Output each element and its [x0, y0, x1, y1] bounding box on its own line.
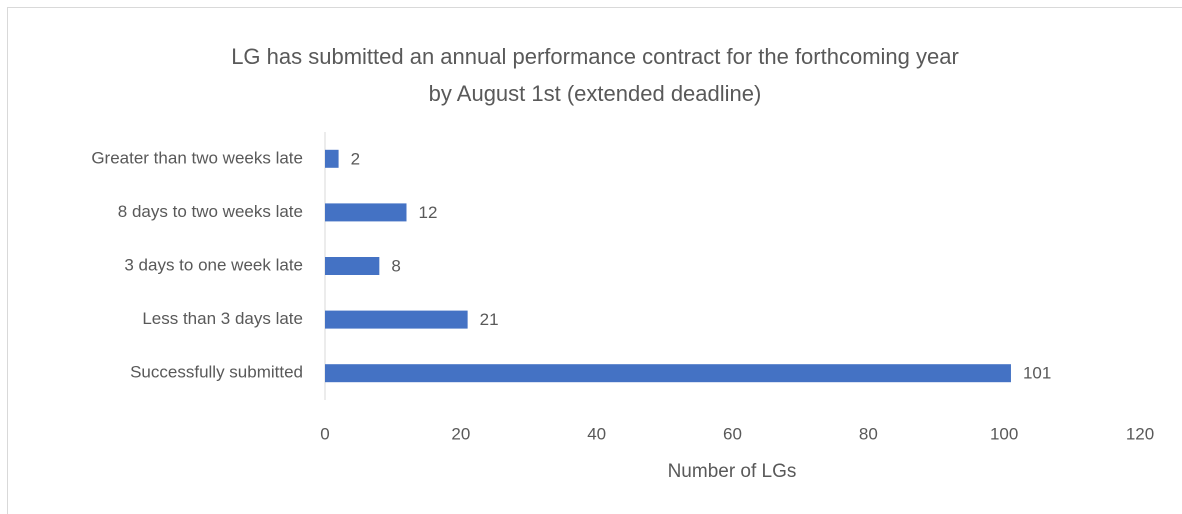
- bar: [325, 203, 407, 222]
- bar: [325, 149, 339, 168]
- data-label: 21: [480, 310, 499, 329]
- x-tick-label: 120: [1126, 424, 1154, 443]
- x-tick-label: 80: [859, 424, 878, 443]
- x-tick-label: 60: [723, 424, 742, 443]
- chart-title: by August 1st (extended deadline): [429, 81, 762, 106]
- y-tick-label: 3 days to one week late: [124, 255, 303, 274]
- x-tick-label: 0: [320, 424, 329, 443]
- bar: [325, 364, 1011, 383]
- chart-title: LG has submitted an annual performance c…: [231, 44, 959, 69]
- x-tick-label: 20: [451, 424, 470, 443]
- data-label: 8: [391, 256, 400, 275]
- data-label: 12: [419, 203, 438, 222]
- y-tick-label: Successfully submitted: [130, 363, 303, 382]
- chart-border: [7, 7, 1182, 514]
- x-axis-title: Number of LGs: [668, 461, 797, 482]
- x-tick-label: 40: [587, 424, 606, 443]
- data-label: 101: [1023, 364, 1051, 383]
- y-tick-label: Less than 3 days late: [142, 309, 303, 328]
- bar: [325, 310, 468, 329]
- y-tick-label: Greater than two weeks late: [91, 148, 303, 167]
- y-tick-label: 8 days to two weeks late: [118, 202, 303, 221]
- x-tick-label: 100: [990, 424, 1018, 443]
- data-label: 2: [351, 149, 360, 168]
- bar: [325, 257, 380, 275]
